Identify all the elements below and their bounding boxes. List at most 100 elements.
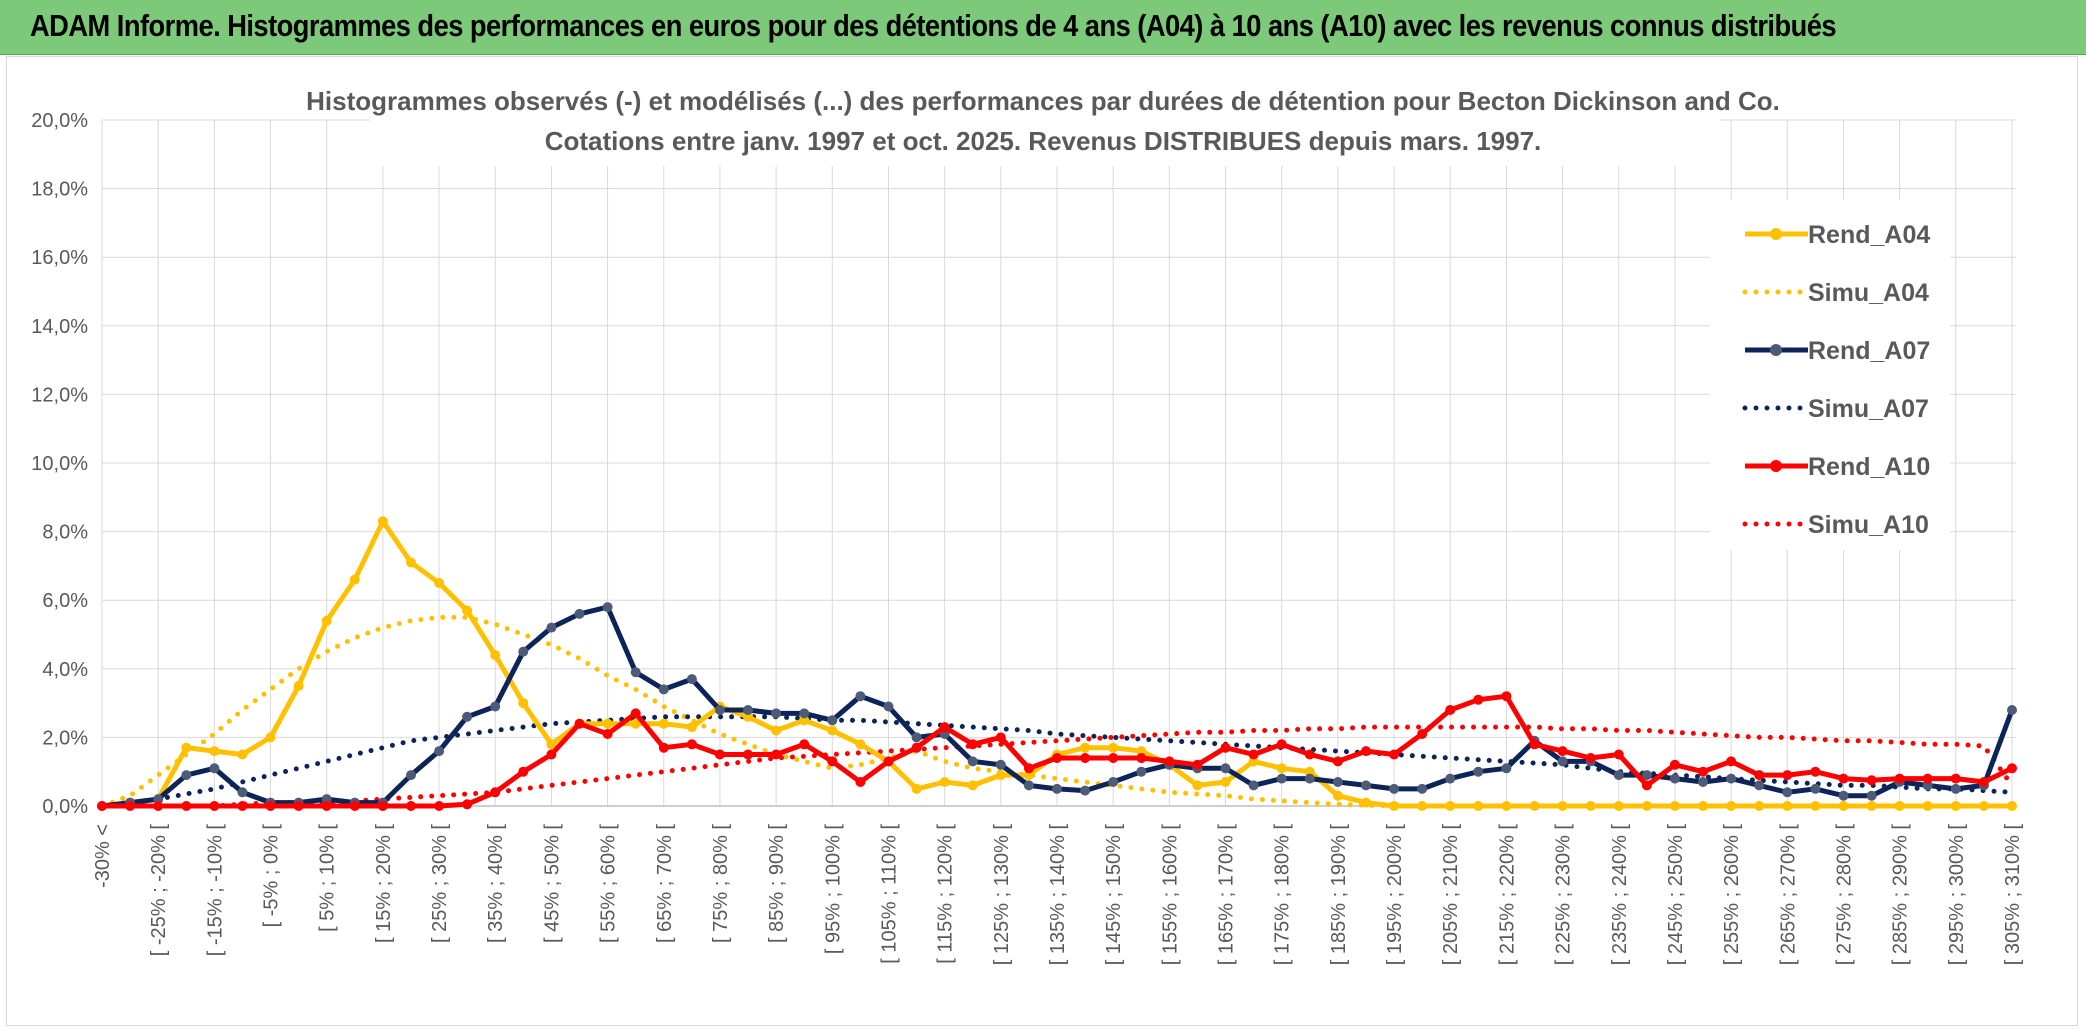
legend-label-simu-a10: Simu_A10: [1808, 511, 1929, 539]
point-rend-a04: [209, 746, 220, 757]
x-tick-label: [ -15% ; -10% [: [204, 824, 226, 957]
point-rend-a07: [406, 770, 416, 781]
point-rend-a04: [1108, 742, 1119, 753]
point-rend-a07: [462, 711, 473, 722]
point-rend-a07: [1276, 773, 1287, 784]
point-rend-a04: [658, 718, 669, 729]
point-rend-a07: [490, 701, 501, 712]
point-rend-a07: [1613, 770, 1624, 781]
point-rend-a10: [1332, 756, 1343, 767]
y-tick-label: 4,0%: [42, 659, 88, 681]
legend-label-rend-a07: Rend_A07: [1808, 337, 1930, 365]
y-tick-label: 20,0%: [31, 110, 88, 132]
point-rend-a10: [153, 801, 164, 811]
point-rend-a07: [1641, 770, 1652, 781]
chart-subtitle: Cotations entre janv. 1997 et oct. 2025.…: [545, 126, 1542, 156]
point-rend-a04: [855, 739, 866, 750]
point-rend-a10: [771, 749, 782, 760]
point-rend-a07: [1810, 783, 1821, 794]
point-rend-a07: [1389, 783, 1400, 794]
point-rend-a07: [686, 674, 697, 685]
point-rend-a07: [153, 794, 164, 805]
x-tick-label: [ 105% ; 110% [: [878, 824, 900, 964]
y-tick-label: 10,0%: [31, 453, 88, 475]
point-rend-a07: [771, 708, 782, 719]
point-rend-a04: [490, 650, 501, 661]
point-rend-a07: [434, 746, 445, 757]
point-rend-a07: [1136, 766, 1147, 777]
legend-marker: [1770, 460, 1782, 472]
title-background: [370, 78, 1720, 166]
point-rend-a04: [1950, 801, 1961, 811]
x-axis-ticks: -30% < [ -25% ; -20% [[ -15% ; -10% [[ -5…: [92, 824, 2024, 966]
point-rend-a04: [1726, 801, 1737, 811]
x-tick-label: [ 165% ; 170% [: [1216, 824, 1238, 966]
point-rend-a04: [265, 732, 276, 743]
point-rend-a10: [574, 718, 585, 729]
point-rend-a07: [1052, 783, 1062, 794]
y-tick-label: 14,0%: [31, 316, 88, 338]
point-rend-a10: [462, 799, 473, 810]
point-rend-a07: [1445, 773, 1456, 784]
point-rend-a10: [1613, 749, 1624, 760]
point-rend-a10: [293, 801, 304, 811]
legend-label-rend-a04: Rend_A04: [1808, 221, 1930, 249]
point-rend-a10: [349, 801, 360, 811]
chart-frame: [6, 56, 2078, 1026]
y-tick-label: 0,0%: [42, 796, 88, 818]
y-tick-label: 8,0%: [42, 522, 88, 544]
point-rend-a10: [1220, 742, 1231, 753]
point-rend-a07: [1108, 777, 1119, 787]
point-rend-a10: [181, 801, 192, 811]
point-rend-a10: [911, 742, 922, 753]
point-rend-a04: [1529, 801, 1540, 811]
point-rend-a10: [743, 749, 753, 760]
x-tick-label: [ 135% ; 140% [: [1047, 824, 1069, 966]
point-rend-a04: [546, 739, 557, 750]
point-rend-a04: [1276, 763, 1287, 774]
point-rend-a04: [1782, 801, 1793, 811]
point-rend-a04: [2007, 801, 2017, 811]
point-rend-a04: [1894, 801, 1905, 811]
point-rend-a04: [349, 574, 360, 585]
x-tick-label: [ 65% ; 70% [: [654, 824, 676, 943]
point-rend-a10: [2007, 763, 2017, 774]
x-tick-label: [ -25% ; -20% [: [148, 824, 170, 957]
point-rend-a07: [799, 708, 810, 719]
point-rend-a04: [293, 681, 304, 691]
x-tick-label: [ 215% ; 220% [: [1496, 824, 1518, 966]
point-rend-a07: [574, 608, 585, 619]
point-rend-a07: [1332, 777, 1343, 787]
point-rend-a07: [1669, 773, 1680, 784]
point-rend-a04: [377, 516, 388, 527]
point-rend-a10: [1557, 746, 1568, 757]
point-rend-a10: [265, 801, 276, 811]
point-rend-a04: [434, 578, 445, 588]
point-rend-a10: [1473, 694, 1484, 705]
point-rend-a10: [1080, 753, 1091, 763]
point-rend-a07: [1557, 756, 1568, 767]
point-rend-a10: [1810, 766, 1821, 777]
point-rend-a10: [321, 801, 332, 811]
legend-label-simu-a07: Simu_A07: [1808, 395, 1929, 423]
series-simu-a10-line: [99, 724, 2015, 809]
point-rend-a04: [1389, 801, 1400, 811]
point-rend-a10: [939, 722, 950, 733]
point-rend-a07: [995, 759, 1006, 770]
point-rend-a10: [995, 732, 1006, 743]
point-rend-a04: [602, 718, 613, 729]
point-rend-a10: [1192, 759, 1203, 770]
point-rend-a04: [1501, 801, 1512, 811]
x-tick-label: [ 175% ; 180% [: [1272, 824, 1294, 966]
point-rend-a07: [911, 732, 922, 743]
point-rend-a07: [2007, 705, 2017, 715]
point-rend-a10: [827, 756, 838, 767]
point-rend-a10: [630, 708, 641, 719]
point-rend-a10: [406, 801, 416, 811]
point-rend-a07: [209, 763, 220, 774]
point-rend-a04: [1136, 746, 1147, 757]
point-rend-a10: [1950, 773, 1961, 784]
point-rend-a10: [1641, 780, 1652, 791]
point-rend-a07: [181, 770, 192, 781]
point-rend-a04: [462, 605, 473, 616]
